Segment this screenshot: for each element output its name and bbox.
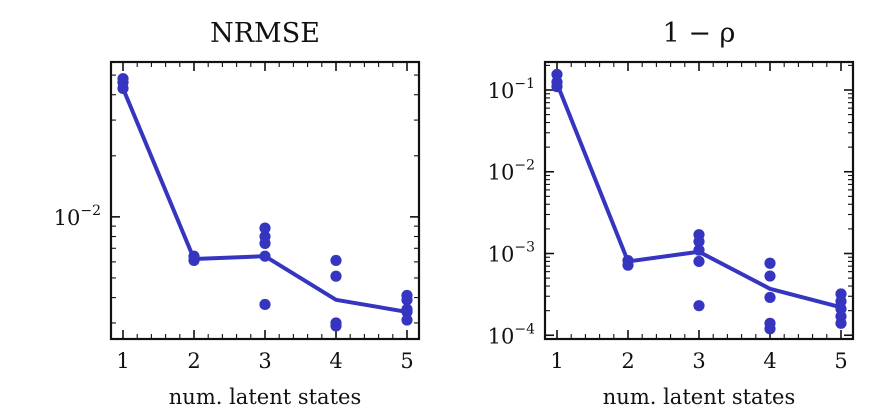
y-tick-base: 10	[488, 161, 515, 185]
y-tick-base: 10	[488, 324, 515, 348]
y-tick-label: 10−4	[488, 321, 535, 348]
y-tick-label: 10−1	[488, 76, 535, 103]
data-point	[330, 254, 342, 267]
y-tick-base: 10	[488, 243, 515, 267]
x-tick-label: 1	[116, 349, 129, 373]
data-point	[117, 73, 129, 85]
data-point	[764, 270, 776, 282]
y-tick-label: 10−3	[488, 240, 535, 267]
data-point	[330, 317, 342, 329]
data-point	[764, 257, 776, 269]
x-tick-label: 3	[258, 349, 271, 373]
data-point	[259, 298, 271, 311]
data-point	[835, 288, 847, 300]
x-axis-label: num. latent states	[169, 385, 361, 409]
y-tick-base: 10	[488, 79, 515, 103]
data-point	[188, 250, 200, 262]
y-tick-exponent: −3	[514, 240, 535, 256]
data-point	[401, 289, 413, 302]
y-tick-label: 10−2	[488, 158, 535, 185]
data-point	[693, 300, 705, 312]
data-point	[551, 68, 563, 81]
data-point	[693, 229, 705, 241]
x-tick-label: 2	[621, 349, 634, 373]
y-tick-exponent: −2	[514, 158, 535, 174]
x-tick-label: 5	[834, 349, 847, 373]
x-tick-label: 5	[400, 349, 413, 373]
x-tick-label: 1	[550, 349, 563, 373]
data-point	[764, 317, 776, 329]
plot-frame	[543, 60, 855, 341]
y-tick-base: 10	[54, 206, 81, 230]
x-tick-label: 4	[329, 349, 342, 373]
chart-nrmse: NRMSE 1 2 3 4 5 10−2 num. latent states	[54, 18, 421, 409]
data-point	[259, 230, 271, 243]
data-point	[259, 222, 271, 234]
plot-frame	[109, 60, 421, 341]
data-point	[330, 270, 342, 282]
y-tick-exponent: −1	[514, 76, 535, 92]
x-tick-label: 4	[763, 349, 776, 373]
data-point	[259, 250, 271, 262]
data-point	[764, 291, 776, 304]
y-tick-exponent: −4	[514, 321, 535, 337]
data-point	[401, 314, 413, 326]
y-tick-exponent: −2	[80, 203, 101, 219]
chart-title: 1 − ρ	[663, 18, 736, 49]
data-point	[693, 255, 705, 268]
series-line-mean	[121, 86, 409, 314]
series-line-mean	[555, 81, 843, 310]
x-axis-label: num. latent states	[603, 385, 795, 409]
x-tick-label: 2	[187, 349, 200, 373]
data-point	[401, 303, 413, 315]
data-point	[622, 254, 634, 267]
x-tick-label: 3	[692, 349, 705, 373]
chart-title: NRMSE	[210, 18, 320, 49]
chart-one-minus-rho: 1 − ρ 1 2 3 4 510−110−210−310−4 num. latent …	[488, 18, 855, 409]
data-point	[693, 244, 705, 256]
y-tick-label: 10−2	[54, 203, 101, 230]
